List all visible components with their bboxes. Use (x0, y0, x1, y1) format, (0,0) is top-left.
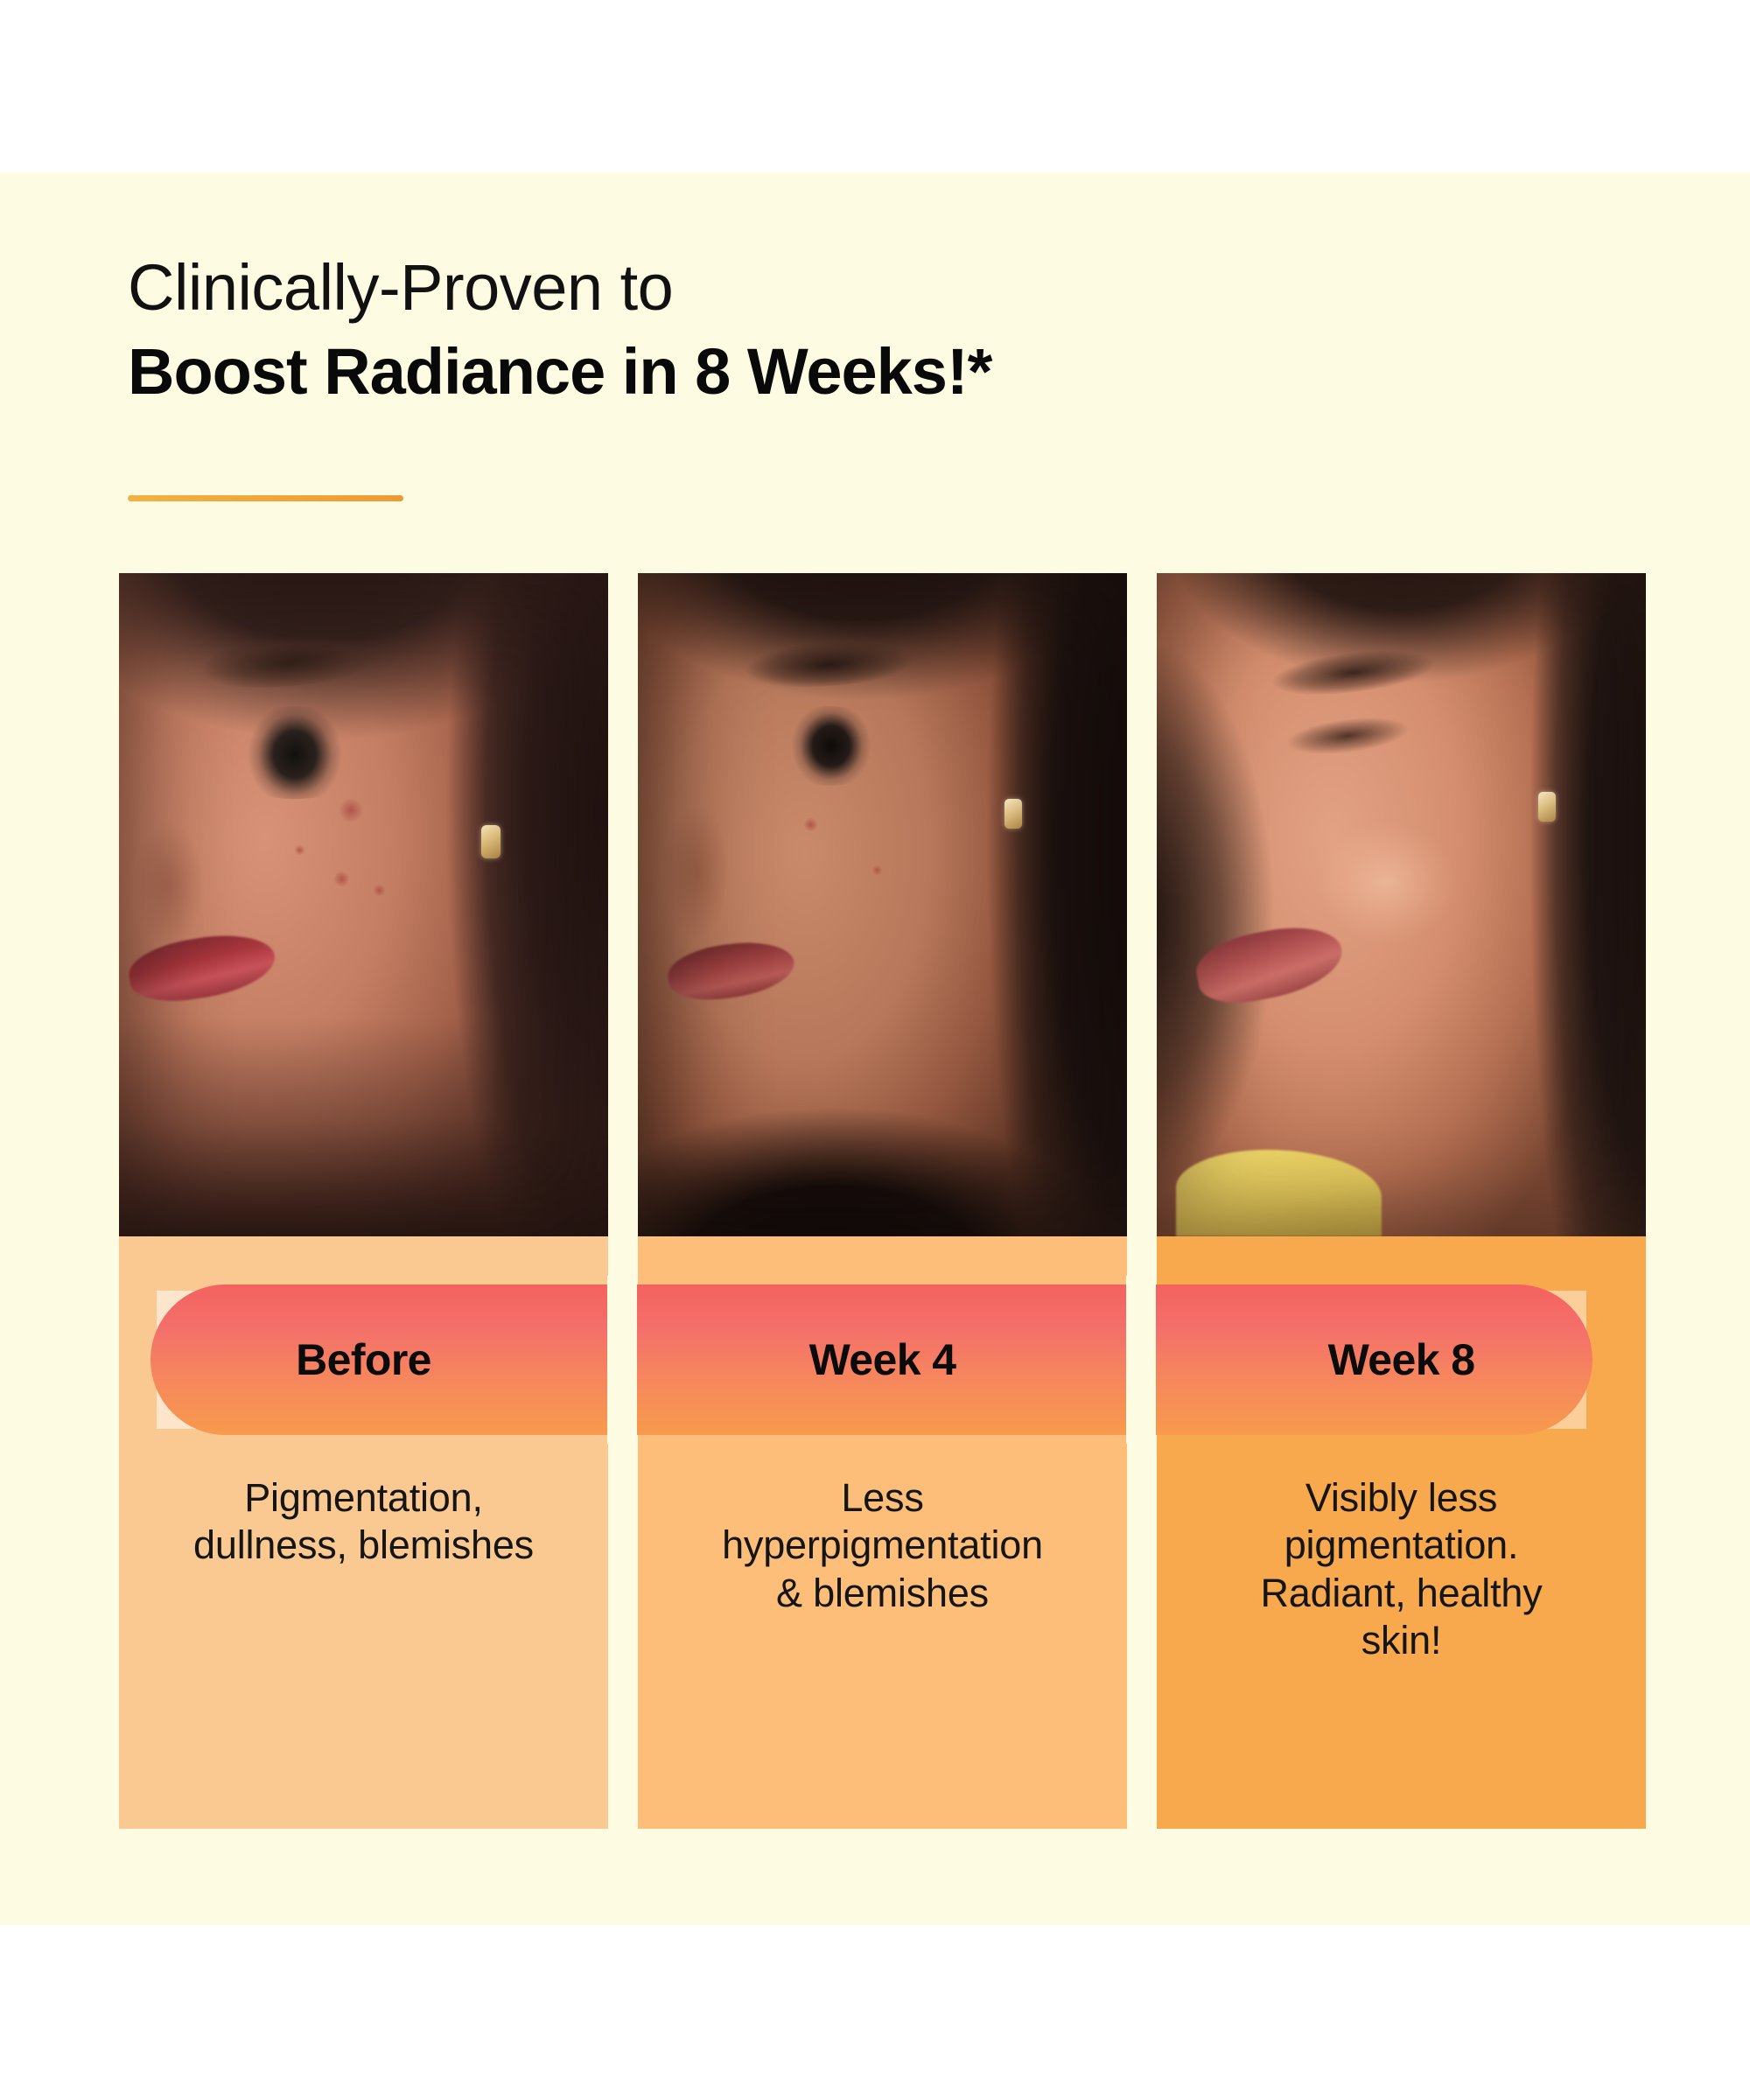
comparison-column-before: Pigmentation, dullness, blemishes (119, 573, 608, 1829)
stage-label-week-4: Week 4 (808, 1335, 956, 1384)
comparison-column-week-8: Visibly less pigmentation. Radiant, heal… (1157, 573, 1646, 1829)
photo-week-4 (638, 573, 1127, 1236)
photo-before (119, 573, 608, 1236)
headline-line-1: Clinically-Proven to (128, 251, 674, 324)
title-underline-rule (128, 495, 403, 501)
caption-before: Pigmentation, dullness, blemishes (193, 1475, 534, 1568)
comparison-column-week-4: Less hyperpigmentation & blemishes (638, 573, 1127, 1829)
page-title: Clinically-Proven to Boost Radiance in 8… (128, 256, 1440, 404)
stage-label-before: Before (296, 1335, 431, 1384)
stage-label-week-8: Week 8 (1327, 1335, 1475, 1384)
photo-week-8 (1157, 573, 1646, 1236)
earring-icon (1538, 792, 1557, 822)
earring-icon (1004, 798, 1023, 829)
comparison-grid: Pigmentation, dullness, blemishes Less h… (119, 573, 1647, 1829)
column-gutter (607, 1276, 637, 1444)
column-gutter (1126, 1276, 1156, 1444)
caption-week-8: Visibly less pigmentation. Radiant, heal… (1260, 1475, 1543, 1663)
headline-line-2: Boost Radiance in 8 Weeks!* (128, 335, 992, 408)
caption-week-4: Less hyperpigmentation & blemishes (722, 1475, 1043, 1615)
